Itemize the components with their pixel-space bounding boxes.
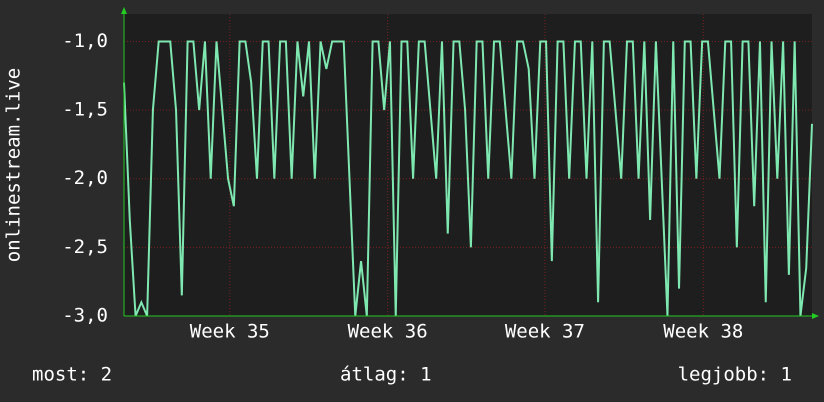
y-tick-label: -1,5 xyxy=(62,99,108,121)
x-tick-label: Week 37 xyxy=(505,321,585,343)
footer-stat: most: 2 xyxy=(32,364,112,386)
line xyxy=(123,40,813,317)
footer-stat: legjobb: 1 xyxy=(678,364,792,386)
x-tick-label: Week 36 xyxy=(348,321,428,343)
y-arrow xyxy=(121,7,127,14)
y-tick-label: -1,0 xyxy=(62,30,108,52)
footer-stat: átlag: 1 xyxy=(340,364,432,386)
y-axis-label: onlinestream.live xyxy=(3,68,25,262)
x-tick-label: Week 35 xyxy=(190,321,270,343)
y-tick-label: -2,5 xyxy=(62,236,108,258)
x-arrow xyxy=(812,313,819,319)
x-tick-label: Week 38 xyxy=(663,321,743,343)
y-tick-label: -2,0 xyxy=(62,167,108,189)
y-tick-label: -3,0 xyxy=(62,305,108,327)
